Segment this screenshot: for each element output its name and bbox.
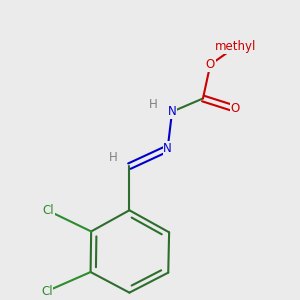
- Text: Cl: Cl: [43, 204, 54, 218]
- Text: methyl: methyl: [214, 40, 256, 53]
- Text: Cl: Cl: [41, 285, 53, 298]
- Text: N: N: [168, 105, 176, 118]
- Text: N: N: [163, 142, 172, 155]
- Text: H: H: [148, 98, 157, 111]
- Text: O: O: [231, 102, 240, 115]
- Text: H: H: [109, 151, 118, 164]
- Text: O: O: [206, 58, 215, 71]
